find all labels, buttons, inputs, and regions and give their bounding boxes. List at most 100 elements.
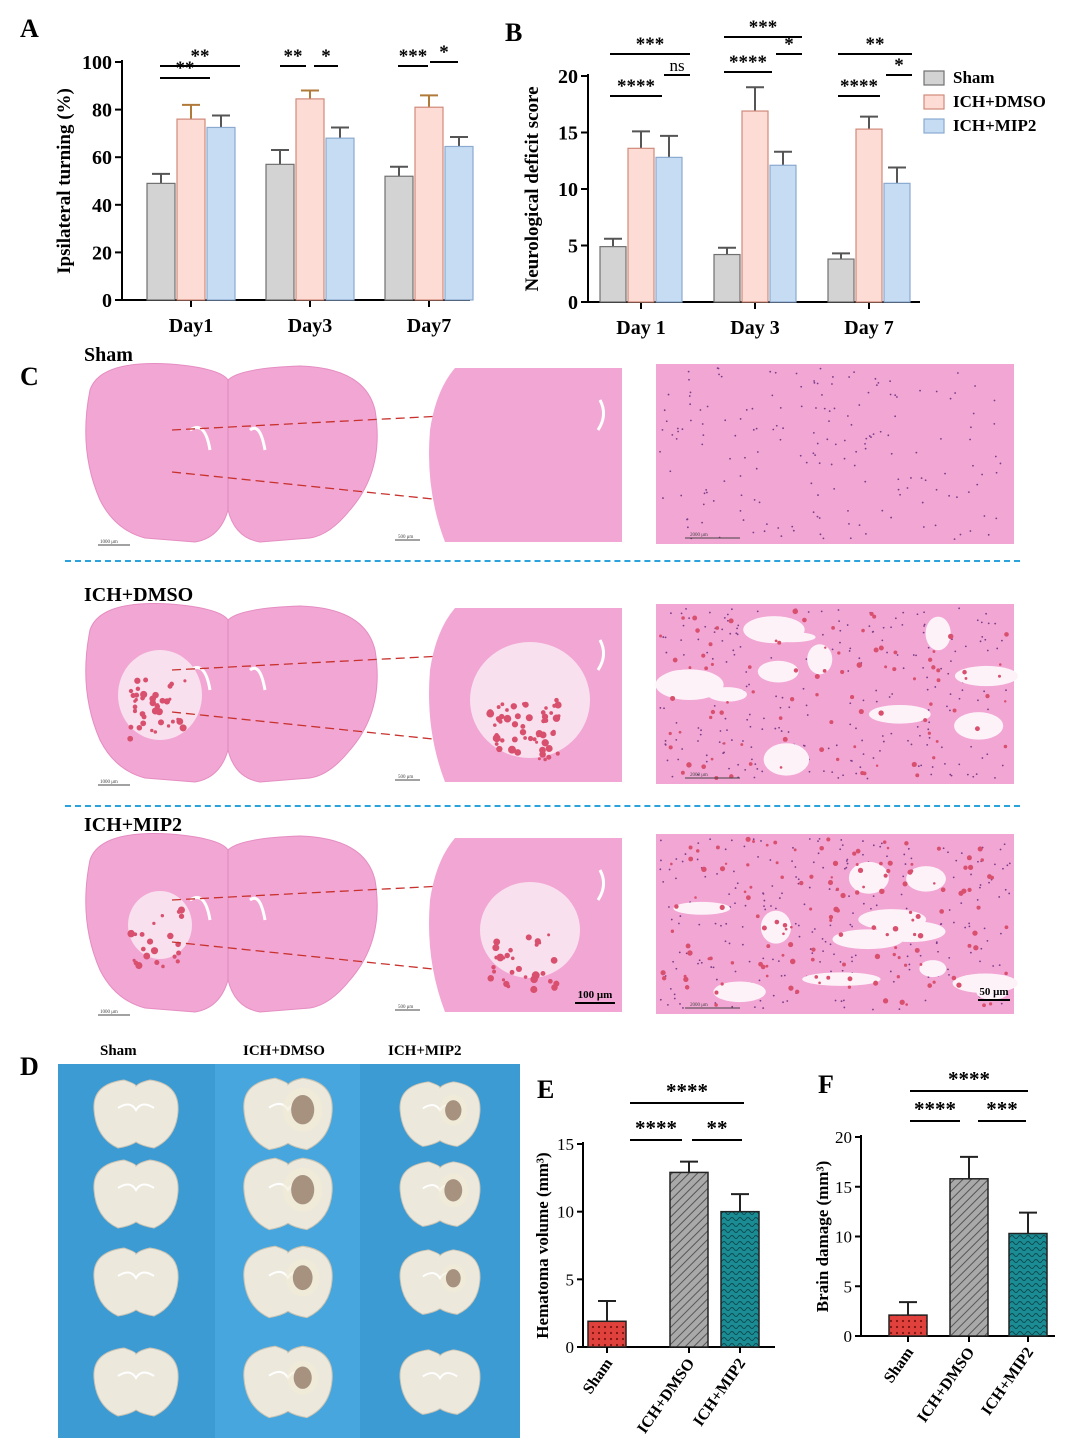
significance-label: * [894,55,904,76]
whole-brain-section: 1000 μm [85,603,378,786]
cell-nucleus [802,687,805,690]
red-blood-cell [903,963,908,967]
scale-bar-label: 500 μm [398,535,413,540]
red-blood-cell [882,840,887,844]
cell-nucleus [659,998,662,1001]
cell-nucleus [907,847,910,850]
cell-nucleus [979,960,981,963]
hemorrhage-spot [547,933,551,937]
hemorrhage-spot [160,913,165,918]
cell-nucleus [996,647,999,650]
cell-nucleus [970,745,973,748]
brain-slice [399,1249,481,1315]
cell-nucleus [762,893,765,895]
cell-nucleus [709,838,712,841]
cell-nucleus [736,633,739,636]
cell-nucleus [986,649,989,652]
cell-nucleus [751,407,754,410]
cell-nucleus [831,771,834,773]
red-blood-cell [827,880,834,886]
cell-nucleus [687,370,690,373]
red-blood-cell [814,674,820,680]
red-blood-cell [987,874,992,879]
red-blood-cell [819,845,824,851]
cell-nucleus [822,950,825,952]
cell-nucleus [822,866,825,869]
cell-nucleus [890,732,893,735]
bar [206,126,236,301]
cell-nucleus [969,530,972,532]
cell-nucleus [660,859,662,862]
cell-nucleus [827,747,830,750]
brain-outline [85,833,378,1013]
bar [741,110,769,303]
red-blood-cell [694,896,697,899]
cell-nucleus [894,394,897,397]
cell-nucleus [752,428,755,431]
cell-nucleus [719,730,722,732]
tissue-cavity [832,929,904,950]
panel-letter-f: F [818,1070,834,1099]
red-blood-cell [915,773,920,778]
significance-label: *** [399,46,428,67]
cell-nucleus [697,727,700,729]
cell-nucleus [949,773,952,776]
y-tick-label: 5 [566,1270,575,1289]
cell-nucleus [1000,1002,1003,1005]
cell-nucleus [904,863,907,865]
red-blood-cell [847,976,853,982]
cell-nucleus [775,424,778,427]
x-tick-label: Day 1 [616,317,665,339]
slice-ventricle [117,1183,155,1192]
cell-nucleus [976,483,979,486]
cell-nucleus [881,735,884,737]
panel-letter-e: E [537,1075,555,1104]
cell-nucleus [711,657,714,660]
red-blood-cell [774,919,780,925]
cell-nucleus [680,612,683,615]
cell-nucleus [958,697,961,700]
red-blood-cell [749,885,753,889]
scale-bar-label: 1000 μm [100,780,118,785]
red-blood-cell [879,888,885,895]
cell-nucleus [850,759,852,762]
scale-bar-label: 2000 μm [690,773,708,778]
cell-nucleus [922,666,925,669]
high-magnification: 2000 μm 50 μm [656,834,1018,1014]
cell-nucleus [686,518,688,521]
cell-nucleus [944,762,946,765]
cell-nucleus [842,774,845,777]
panel-letter-c: C [20,362,39,391]
red-blood-cell [719,904,725,910]
x-tick-label: Day3 [288,315,332,337]
lesion-area [118,650,202,740]
hemorrhage-spot [540,970,546,976]
cell-nucleus [759,999,762,1002]
cell-nucleus [838,620,841,623]
cell-nucleus [817,840,819,842]
red-blood-cell [999,663,1002,666]
panel-letter-b: B [505,18,523,47]
cell-nucleus [823,770,825,773]
cell-nucleus [870,907,872,910]
hemorrhage-spot [127,735,134,742]
red-blood-cell [779,766,783,769]
cell-nucleus [710,966,713,968]
scale-bar-label: 500 μm [398,775,413,780]
cell-nucleus [998,896,1001,898]
cell-nucleus [689,403,692,406]
red-blood-cell [761,925,767,931]
red-blood-cell [730,961,735,965]
significance-label: **** [666,1079,708,1103]
cell-nucleus [684,853,687,855]
brain-slice [93,1247,179,1317]
y-tick-label: 5 [568,236,578,258]
cell-nucleus [663,707,665,710]
cell-nucleus [952,876,955,879]
hemorrhage-spot [491,965,496,970]
cell-nucleus [978,886,981,889]
cell-nucleus [742,740,744,742]
cell-nucleus [729,457,731,460]
red-blood-cell [687,950,693,956]
y-tick-label: 20 [835,1128,852,1147]
